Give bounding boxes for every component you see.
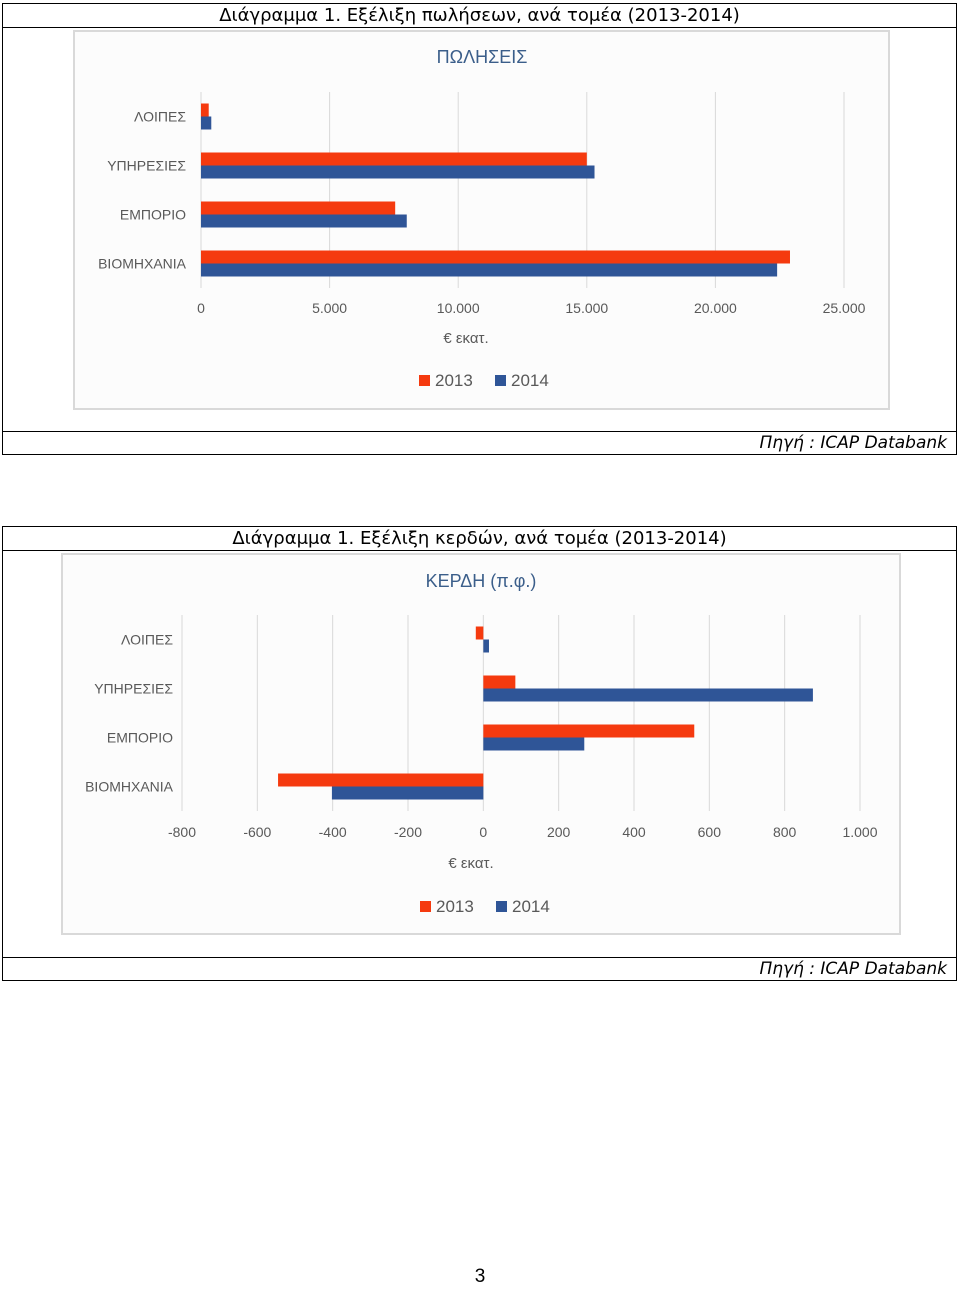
bar-2014 — [483, 688, 813, 702]
figure-source: Πηγή : ICAP Databank — [3, 431, 956, 454]
x-axis-label: € εκατ. — [448, 855, 493, 872]
legend-label-2014: 2014 — [511, 371, 549, 390]
category-label: ΥΠΗΡΕΣΙΕΣ — [94, 681, 173, 697]
category-label: ΕΜΠΟΡΙΟ — [120, 207, 186, 223]
bar-2013 — [483, 675, 516, 689]
x-tick-label: -600 — [243, 824, 271, 840]
legend-swatch-2013 — [419, 375, 430, 386]
x-tick-label: -200 — [394, 824, 422, 840]
x-tick-label: -800 — [168, 824, 196, 840]
bar-2014 — [483, 639, 489, 653]
x-tick-label: 15.000 — [565, 300, 608, 316]
category-label: ΥΠΗΡΕΣΙΕΣ — [107, 158, 186, 174]
profits-chart: ΚΕΡΔΗ (π.φ.) -800 -600 -400 -200 0 200 400 600 80… — [61, 553, 901, 935]
bar-2013 — [201, 103, 209, 117]
category-label: ΒΙΟΜΗΧΑΝΙΑ — [98, 256, 187, 272]
bar-2013 — [278, 773, 484, 787]
bar-2013 — [483, 724, 695, 738]
x-tick-label: 25.000 — [823, 300, 866, 316]
bar-2013 — [475, 626, 484, 640]
x-tick-label: 600 — [698, 824, 722, 840]
figure-caption: Διάγραμμα 1. Εξέλιξη πωλήσεων, ανά τομέα… — [3, 4, 956, 28]
bar-2014 — [201, 214, 407, 228]
x-axis-label: € εκατ. — [443, 330, 488, 347]
profits-chart-svg: ΚΕΡΔΗ (π.φ.) -800 -600 -400 -200 0 200 400 600 80… — [85, 571, 878, 916]
legend-swatch-2014 — [495, 375, 506, 386]
sales-chart-svg: ΠΩΛΗΣΕΙΣ 0 5.000 10.000 15.000 20.000 25.000 ΛΟ… — [98, 47, 866, 390]
legend-label-2013: 2013 — [436, 897, 474, 916]
category-label: ΕΜΠΟΡΙΟ — [107, 730, 173, 746]
x-tick-label: 20.000 — [694, 300, 737, 316]
x-tick-label: 200 — [547, 824, 571, 840]
bar-2013 — [201, 201, 396, 215]
figure-caption: Διάγραμμα 1. Εξέλιξη κερδών, ανά τομέα (… — [3, 527, 956, 551]
legend-label-2013: 2013 — [435, 371, 473, 390]
x-tick-label: -400 — [319, 824, 347, 840]
x-tick-label: 10.000 — [437, 300, 480, 316]
bar-2014 — [201, 116, 212, 130]
sales-figure: Διάγραμμα 1. Εξέλιξη πωλήσεων, ανά τομέα… — [2, 3, 957, 455]
category-label: ΛΟΙΠΕΣ — [121, 632, 173, 648]
x-tick-label: 400 — [622, 824, 646, 840]
x-tick-label: 1.000 — [842, 824, 877, 840]
category-label: ΛΟΙΠΕΣ — [134, 109, 186, 125]
bar-2013 — [201, 152, 587, 166]
bar-2014 — [483, 737, 585, 751]
category-label: ΒΙΟΜΗΧΑΝΙΑ — [85, 779, 174, 795]
chart-title: ΠΩΛΗΣΕΙΣ — [437, 47, 528, 67]
sales-chart: ΠΩΛΗΣΕΙΣ 0 5.000 10.000 15.000 20.000 25.000 ΛΟ… — [73, 30, 890, 410]
bar-2013 — [201, 250, 790, 264]
bar-2014 — [201, 263, 778, 277]
bar-2014 — [201, 165, 595, 179]
profits-figure: Διάγραμμα 1. Εξέλιξη κερδών, ανά τομέα (… — [2, 526, 957, 981]
legend-label-2014: 2014 — [512, 897, 550, 916]
chart-title: ΚΕΡΔΗ (π.φ.) — [426, 571, 537, 591]
x-tick-label: 0 — [479, 824, 487, 840]
x-tick-label: 0 — [197, 300, 205, 316]
legend-swatch-2013 — [420, 901, 431, 912]
figure-source: Πηγή : ICAP Databank — [3, 957, 956, 980]
x-tick-label: 5.000 — [312, 300, 347, 316]
bar-2014 — [331, 786, 484, 800]
page-number: 3 — [474, 1266, 486, 1287]
x-tick-label: 800 — [773, 824, 797, 840]
legend-swatch-2014 — [496, 901, 507, 912]
